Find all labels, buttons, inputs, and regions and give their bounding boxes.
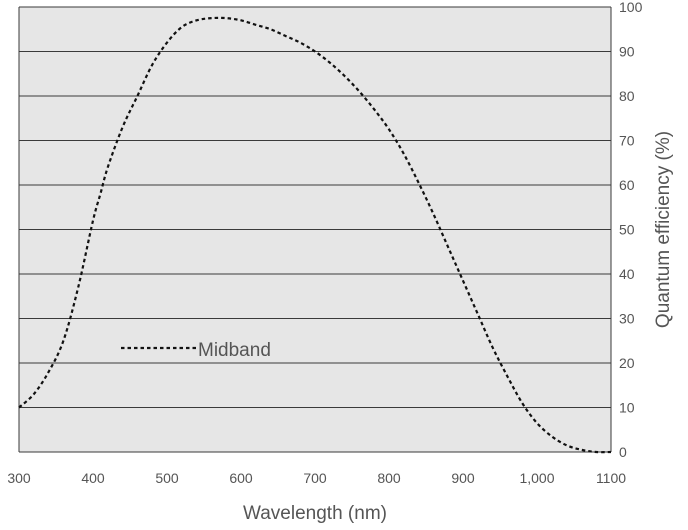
x-tick-label: 600 (229, 470, 253, 486)
x-tick-label: 300 (7, 470, 31, 486)
series-line-midband (18, 16, 612, 454)
y-tick-label: 0 (619, 444, 627, 460)
x-tick-label: 1100 (596, 470, 626, 486)
x-tick-label: 500 (155, 470, 179, 486)
x-tick-label: 900 (451, 470, 475, 486)
y-tick-label: 90 (619, 44, 635, 60)
grid-lines (18, 6, 612, 453)
x-tick-label: 1,000 (519, 470, 554, 486)
y-tick-label: 70 (619, 133, 635, 149)
y-tick-label: 20 (619, 355, 635, 371)
x-tick-label: 800 (377, 470, 401, 486)
legend-label: Midband (198, 340, 271, 361)
y-tick-label: 80 (619, 88, 635, 104)
x-tick-label: 700 (303, 470, 327, 486)
y-tick-label: 10 (619, 400, 635, 416)
y-tick-labels: 0 10 20 30 40 50 60 70 80 90 100 (619, 0, 643, 460)
x-tick-labels: 300 400 500 600 700 800 900 1,000 1100 (7, 470, 626, 486)
y-tick-label: 50 (619, 222, 635, 238)
x-tick-label: 400 (81, 470, 105, 486)
y-tick-label: 100 (619, 0, 643, 15)
y-tick-label: 40 (619, 266, 635, 282)
y-tick-label: 30 (619, 311, 635, 327)
series-lines (18, 16, 612, 454)
legend: Midband (121, 340, 271, 361)
y-tick-label: 60 (619, 177, 635, 193)
x-axis-label: Wavelength (nm) (243, 503, 387, 524)
y-axis-label: Quantum efficiency (%) (653, 131, 674, 328)
